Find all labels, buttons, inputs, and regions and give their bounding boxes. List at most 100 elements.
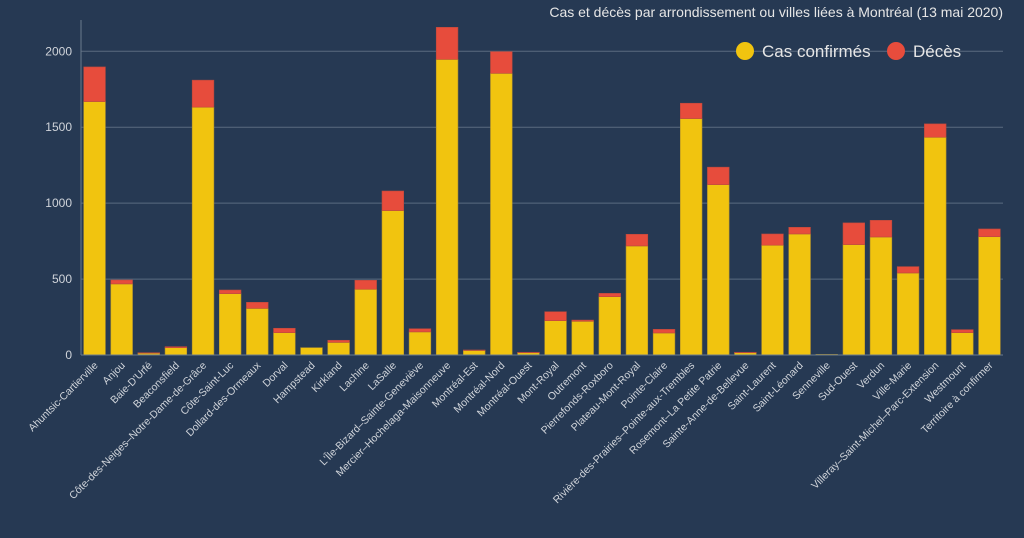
bars	[83, 27, 1001, 356]
bar-deces[interactable]	[679, 102, 703, 119]
bar-deces[interactable]	[625, 233, 649, 247]
bar-deces[interactable]	[435, 27, 459, 60]
bar-deces[interactable]	[408, 328, 432, 333]
bar-cas-confirmes[interactable]	[707, 184, 730, 356]
bar-cas-confirmes[interactable]	[463, 350, 486, 356]
chart-title: Cas et décès par arrondissement ou ville…	[549, 4, 1003, 20]
bar-group	[625, 233, 649, 356]
bar-cas-confirmes[interactable]	[625, 245, 649, 356]
bar-deces[interactable]	[137, 352, 160, 354]
legend-label-cas[interactable]: Cas confirmés	[762, 42, 871, 61]
bar-group	[707, 166, 730, 356]
bar-deces[interactable]	[896, 266, 920, 274]
bar-deces[interactable]	[707, 166, 730, 185]
y-tick-label: 500	[52, 272, 72, 286]
bar-deces[interactable]	[951, 329, 974, 333]
bar-deces[interactable]	[788, 226, 811, 235]
bar-deces[interactable]	[842, 222, 865, 245]
y-tick-label: 1000	[45, 196, 72, 210]
legend-label-deces[interactable]: Décès	[913, 42, 961, 61]
axes	[80, 20, 1003, 356]
bar-cas-confirmes[interactable]	[761, 244, 784, 356]
bar-deces[interactable]	[978, 228, 1001, 238]
bar-group	[164, 346, 188, 356]
bar-deces[interactable]	[490, 51, 513, 74]
bar-deces[interactable]	[327, 339, 350, 343]
bar-group	[951, 329, 974, 356]
bar-cas-confirmes[interactable]	[544, 320, 567, 356]
bar-deces[interactable]	[164, 346, 188, 349]
bar-group	[652, 329, 676, 356]
bar-group	[327, 339, 350, 356]
y-tick-label: 0	[65, 348, 72, 362]
bar-deces[interactable]	[924, 123, 947, 138]
bar-group	[896, 266, 920, 356]
bar-cas-confirmes[interactable]	[219, 293, 242, 356]
bar-deces[interactable]	[354, 279, 377, 290]
bar-cas-confirmes[interactable]	[571, 320, 594, 356]
bar-cas-confirmes[interactable]	[381, 210, 405, 356]
bar-group	[83, 66, 106, 356]
bar-deces[interactable]	[734, 351, 757, 354]
bar-deces[interactable]	[110, 279, 133, 285]
bar-deces[interactable]	[381, 190, 405, 211]
bar-cas-confirmes[interactable]	[842, 244, 865, 356]
bar-cas-confirmes[interactable]	[327, 342, 350, 356]
bar-deces[interactable]	[652, 329, 676, 334]
bar-cas-confirmes[interactable]	[273, 332, 296, 356]
bar-cas-confirmes[interactable]	[408, 331, 432, 356]
bar-cas-confirmes[interactable]	[83, 101, 106, 356]
bar-group	[679, 102, 703, 356]
bar-group	[463, 349, 486, 356]
bar-group	[191, 79, 215, 356]
bar-cas-confirmes[interactable]	[191, 106, 215, 356]
bar-group	[869, 220, 893, 356]
bar-cas-confirmes[interactable]	[924, 136, 947, 356]
bar-group	[219, 289, 242, 356]
bar-deces[interactable]	[219, 289, 242, 294]
bar-cas-confirmes[interactable]	[164, 347, 188, 356]
bar-deces[interactable]	[246, 302, 269, 309]
bar-group	[761, 233, 784, 356]
bar-deces[interactable]	[273, 327, 296, 333]
bar-group	[381, 190, 405, 356]
bar-deces[interactable]	[191, 79, 215, 108]
legend-marker-deces	[887, 42, 905, 60]
y-tick-label: 2000	[45, 44, 72, 58]
bar-deces[interactable]	[544, 311, 567, 321]
bar-deces[interactable]	[463, 349, 486, 351]
bar-group	[978, 228, 1001, 356]
bar-cas-confirmes[interactable]	[951, 332, 974, 356]
bar-group	[571, 319, 594, 356]
bar-cas-confirmes[interactable]	[978, 236, 1001, 356]
bar-cas-confirmes[interactable]	[679, 118, 703, 356]
bar-cas-confirmes[interactable]	[110, 283, 133, 356]
bar-cas-confirmes[interactable]	[246, 308, 269, 356]
bar-cas-confirmes[interactable]	[869, 236, 893, 356]
x-tick-label: Ahuntsic-Cartierville	[26, 360, 101, 435]
bar-cas-confirmes[interactable]	[598, 296, 621, 356]
x-tick-label: Kirkland	[309, 360, 344, 395]
bar-cas-confirmes[interactable]	[896, 272, 920, 356]
bar-cas-confirmes[interactable]	[354, 288, 377, 356]
bar-deces[interactable]	[83, 66, 106, 102]
x-tick-label: Lachine	[337, 360, 372, 395]
bar-deces[interactable]	[571, 319, 594, 322]
bar-cas-confirmes[interactable]	[490, 73, 513, 356]
bar-deces[interactable]	[869, 220, 893, 238]
bar-group	[300, 347, 323, 356]
bar-cas-confirmes[interactable]	[652, 332, 676, 356]
bar-cas-confirmes[interactable]	[788, 233, 811, 356]
bar-group	[110, 279, 133, 356]
bar-cas-confirmes[interactable]	[435, 59, 459, 356]
bar-group	[842, 222, 865, 356]
bar-group	[490, 51, 513, 356]
bar-cas-confirmes[interactable]	[300, 347, 323, 356]
legend-marker-cas	[736, 42, 754, 60]
bar-group	[273, 327, 296, 356]
bar-deces[interactable]	[517, 351, 540, 354]
bar-group	[788, 226, 811, 356]
bar-deces[interactable]	[598, 293, 621, 297]
bar-deces[interactable]	[761, 233, 784, 246]
